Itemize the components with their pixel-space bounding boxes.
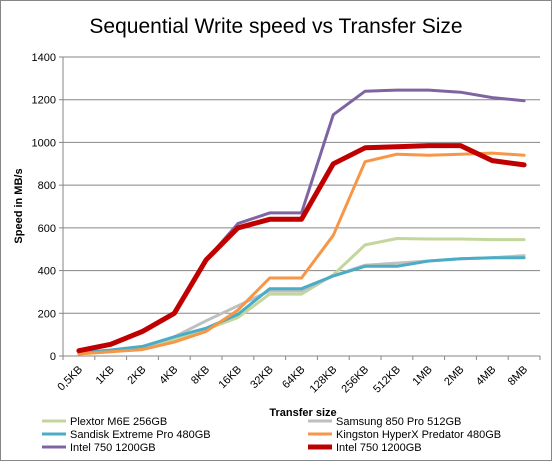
legend-item: Kingston HyperX Predator 480GB — [308, 429, 501, 441]
x-tick-label: 8MB — [506, 364, 530, 388]
y-tick-label: 200 — [38, 308, 56, 320]
x-tick-label: 0,5KB — [55, 364, 85, 394]
x-tick-label: 512KB — [371, 364, 403, 396]
x-tick-label: 2MB — [442, 364, 466, 388]
series-line-2 — [77, 256, 526, 355]
x-tick-label: 32KB — [248, 364, 276, 392]
legend-label: Intel 750 1200GB — [336, 442, 422, 454]
legend-label: Kingston HyperX Predator 480GB — [336, 429, 501, 441]
x-tick-label: 16KB — [216, 364, 244, 392]
x-tick-label: 1MB — [410, 364, 434, 388]
axes — [59, 56, 541, 360]
legend-label: Sandisk Extreme Pro 480GB — [70, 429, 211, 441]
legend-item: Samsung 850 Pro 512GB — [308, 416, 461, 428]
legend-item: Sandisk Extreme Pro 480GB — [42, 429, 211, 441]
series-line-0 — [77, 237, 526, 356]
y-axis-label: Speed in MB/s — [13, 168, 25, 243]
x-axis-label: Transfer size — [269, 407, 336, 419]
y-tick-label: 1200 — [32, 95, 56, 107]
legend-item: Plextor M6E 256GB — [42, 416, 167, 428]
y-tick-label: 1400 — [32, 52, 56, 64]
gridlines — [63, 56, 540, 314]
legend-label: Intel 750 1200GB — [70, 442, 156, 454]
x-tick-label: 128KB — [308, 364, 340, 396]
y-tick-label: 800 — [38, 180, 56, 192]
x-tick-label: 256KB — [339, 364, 371, 396]
series-line-3 — [77, 151, 526, 356]
legend-label: Samsung 850 Pro 512GB — [336, 416, 461, 428]
x-tick-label: 2KB — [125, 364, 148, 387]
y-tick-label: 0 — [50, 351, 56, 363]
x-tick-label: 4KB — [157, 364, 180, 387]
series-lines — [76, 88, 527, 356]
x-tick-label: 1KB — [94, 364, 117, 387]
legend: Plextor M6E 256GB Samsung 850 Pro 512GB Sa… — [42, 416, 501, 454]
y-tick-label: 400 — [38, 266, 56, 278]
y-tick-label: 1000 — [32, 137, 56, 149]
legend-item: Intel 750 1200GB — [42, 442, 156, 454]
series-line-5 — [76, 143, 527, 354]
x-tick-label: 4MB — [474, 364, 498, 388]
x-tick-label: 8KB — [189, 364, 212, 387]
y-tick-label: 600 — [38, 223, 56, 235]
x-tick-label: 64KB — [280, 364, 308, 392]
chart-title: Sequential Write speed vs Transfer Size — [89, 15, 462, 38]
legend-label: Plextor M6E 256GB — [70, 416, 167, 428]
legend-item: Intel 750 1200GB — [308, 442, 422, 454]
